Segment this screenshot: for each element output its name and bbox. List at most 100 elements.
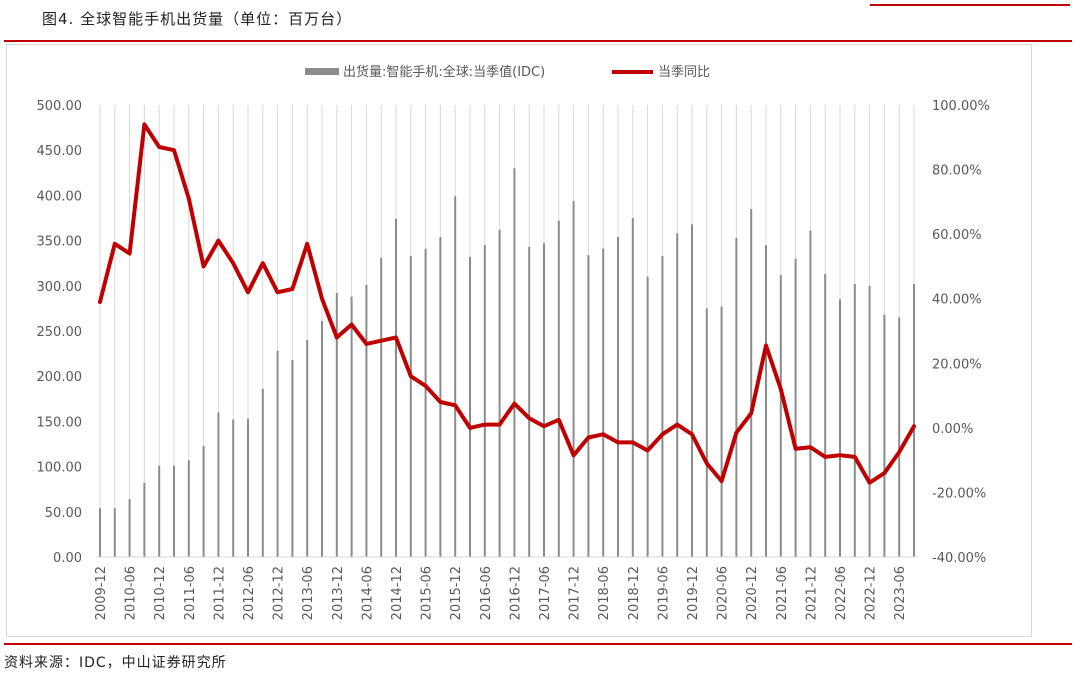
line-series [98, 122, 916, 485]
bar-2016-03 [469, 256, 471, 557]
left-axis: 0.00 50.00 100.00 150.00 200.00 250.00 300.00 3… [37, 99, 83, 566]
left-tick-label: 0.00 [53, 551, 82, 566]
right-tick-label: -40.00% [932, 551, 986, 566]
bar-2011-03 [173, 465, 175, 557]
x-tick-label: 2011-06 [183, 566, 198, 620]
bar-2018-12 [631, 218, 634, 557]
bar-2021-09 [794, 258, 797, 557]
x-tick-label: 2015-12 [449, 566, 464, 620]
yoy-line [98, 122, 916, 485]
bar-2020-09 [735, 237, 738, 557]
left-tick-label: 300.00 [37, 280, 83, 295]
bar-2010-09 [143, 482, 146, 557]
left-tick-label: 200.00 [37, 370, 83, 385]
bar-2021-12 [809, 230, 812, 557]
x-tick-label: 2017-06 [538, 566, 553, 620]
x-tick-label: 2012-06 [242, 566, 257, 620]
bar-2018-09 [617, 236, 619, 557]
right-axis: -40.00% -20.00% 0.00% 20.00% 40.00% 60.00% 80.… [932, 99, 990, 566]
title-divider [4, 40, 1072, 42]
legend-line-label: 当季同比 [658, 65, 710, 80]
bar-2017-12 [572, 200, 575, 557]
bar-2019-09 [676, 233, 679, 558]
x-tick-label: 2013-12 [331, 566, 346, 620]
x-tick-label: 2010-06 [124, 566, 139, 620]
x-tick-label: 2014-06 [360, 566, 375, 620]
left-tick-label: 400.00 [37, 189, 83, 204]
bar-2011-06 [187, 460, 190, 557]
x-tick-label: 2018-12 [627, 566, 642, 620]
right-tick-label: 100.00% [932, 99, 990, 114]
bar-2013-09 [321, 321, 323, 557]
bar-2014-09 [380, 257, 383, 557]
chart-legend: 出货量:智能手机:全球:当季值(IDC) 当季同比 [305, 64, 710, 80]
source-note: 资料来源：IDC，中山证券研究所 [4, 655, 227, 671]
x-tick-label: 2010-12 [153, 566, 168, 620]
bar-2020-12 [750, 208, 753, 557]
right-tick-label: 40.00% [932, 293, 982, 308]
x-tick-label: 2023-06 [893, 566, 908, 620]
x-tick-label: 2011-12 [212, 566, 227, 620]
left-tick-label: 450.00 [37, 144, 83, 159]
right-tick-label: 0.00% [932, 422, 973, 437]
bar-2021-03 [765, 245, 767, 557]
bar-2014-12 [395, 218, 397, 558]
chart-frame [6, 44, 1032, 637]
x-axis: 2009-12 2010-06 2010-12 2011-06 2011-12 2012-… [94, 556, 918, 620]
bar-2023-03 [883, 314, 886, 557]
left-tick-label: 50.00 [45, 506, 82, 521]
bar-2013-06 [306, 340, 309, 557]
legend-bar-label: 出货量:智能手机:全球:当季值(IDC) [343, 64, 545, 80]
left-tick-label: 350.00 [37, 235, 83, 250]
bar-2009-12 [99, 508, 101, 557]
bar-2018-03 [587, 255, 590, 557]
bar-2019-06 [661, 255, 664, 557]
bar-2017-06 [543, 243, 545, 557]
bar-2020-06 [720, 306, 723, 557]
x-tick-label: 2014-12 [390, 566, 405, 620]
x-tick-label: 2021-06 [775, 566, 790, 620]
bar-2015-06 [424, 248, 427, 557]
right-tick-label: 60.00% [932, 228, 982, 243]
x-tick-label: 2020-06 [716, 566, 731, 620]
top-accent-rule [870, 4, 1070, 6]
x-tick-label: 2019-12 [686, 566, 701, 620]
x-tick-label: 2015-06 [420, 566, 435, 620]
bar-2018-06 [602, 248, 605, 557]
bar-2015-03 [409, 255, 412, 557]
bar-2010-06 [128, 499, 131, 557]
bar-2023-09 [913, 283, 915, 557]
bar-2022-06 [839, 299, 841, 557]
bar-2012-06 [247, 418, 249, 557]
bar-2022-12 [868, 285, 871, 557]
bar-2022-09 [853, 283, 856, 557]
bar-2022-03 [824, 274, 827, 557]
bar-2021-06 [779, 274, 782, 557]
bar-2011-09 [202, 445, 205, 557]
bar-2010-12 [158, 465, 161, 557]
source-divider [4, 643, 1072, 645]
bar-2013-03 [291, 359, 294, 557]
bar-2016-12 [513, 168, 516, 557]
x-tick-label: 2013-06 [301, 566, 316, 620]
bar-2023-06 [898, 317, 901, 557]
x-tick-label: 2012-12 [272, 566, 287, 620]
x-tick-label: 2016-06 [479, 566, 494, 620]
bar-2014-03 [350, 296, 353, 557]
bar-2012-03 [232, 419, 235, 557]
left-tick-label: 150.00 [37, 415, 83, 430]
x-tick-label: 2020-12 [745, 566, 760, 620]
bar-2017-03 [528, 246, 531, 558]
figure-title: 图4. 全球智能手机出货量（单位：百万台） [42, 10, 353, 28]
bar-2010-03 [113, 508, 116, 557]
right-tick-label: 20.00% [932, 357, 982, 372]
bar-2012-12 [276, 350, 279, 557]
bar-2013-12 [335, 293, 338, 557]
x-tick-label: 2009-12 [94, 566, 109, 620]
x-tick-label: 2018-06 [597, 566, 612, 620]
left-tick-label: 100.00 [37, 461, 83, 476]
left-tick-label: 250.00 [37, 325, 83, 340]
grid-lines [99, 105, 915, 557]
left-tick-label: 500.00 [37, 99, 83, 114]
bar-2019-03 [646, 276, 649, 557]
